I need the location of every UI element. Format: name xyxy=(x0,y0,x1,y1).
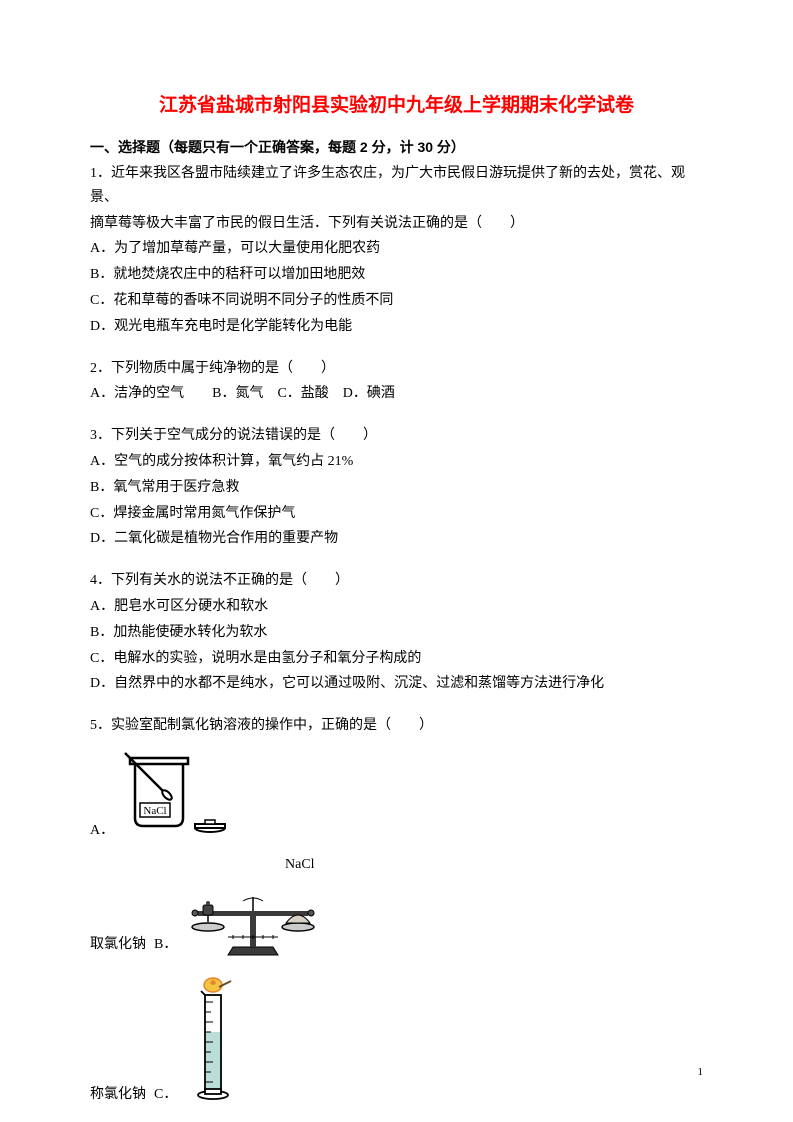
page-number: 1 xyxy=(698,1063,704,1082)
q3-option-a: A．空气的成分按体积计算，氧气约占 21% xyxy=(90,450,703,474)
q5-fig-a-row: A． NaCl xyxy=(90,748,703,843)
q2-stem: 2．下列物质中属于纯净物的是（ ） xyxy=(90,357,703,381)
q5-fig-b-row: 取氯化钠 B． xyxy=(90,887,703,957)
q5-stem: 5．实验室配制氯化钠溶液的操作中，正确的是（ ） xyxy=(90,714,703,738)
question-2: 2．下列物质中属于纯净物的是（ ） A．洁净的空气 B．氮气 C．盐酸 D．碘酒 xyxy=(90,357,703,407)
bottle-spoon-icon: NaCl xyxy=(120,748,230,843)
exam-title: 江苏省盐城市射阳县实验初中九年级上学期期末化学试卷 xyxy=(90,90,703,122)
nacl-balance-label: NaCl xyxy=(285,853,703,877)
question-5: 5．实验室配制氯化钠溶液的操作中，正确的是（ ） A． NaCl NaCl 取氯… xyxy=(90,714,703,1107)
q1-stem-line2: 摘草莓等极大丰富了市民的假日生活．下列有关说法正确的是（ ） xyxy=(90,212,703,236)
q2-options: A．洁净的空气 B．氮气 C．盐酸 D．碘酒 xyxy=(90,382,703,406)
q1-option-b: B．就地焚烧农庄中的秸秆可以增加田地肥效 xyxy=(90,263,703,287)
question-1: 1．近年来我区各盟市陆续建立了许多生态农庄，为广大市民假日游玩提供了新的去处，赏… xyxy=(90,162,703,339)
nacl-label: NaCl xyxy=(144,805,167,817)
q3-option-c: C．焊接金属时常用氮气作保护气 xyxy=(90,502,703,526)
q5-label-a: 取氯化钠 xyxy=(90,933,146,957)
question-4: 4．下列有关水的说法不正确的是（ ） A．肥皂水可区分硬水和软水 B．加热能使硬… xyxy=(90,569,703,696)
q5-opt-b-letter: B． xyxy=(154,933,177,957)
q4-option-c: C．电解水的实验，说明水是由氢分子和氧分子构成的 xyxy=(90,647,703,671)
q3-stem: 3．下列关于空气成分的说法错误的是（ ） xyxy=(90,424,703,448)
q1-option-a: A．为了增加草莓产量，可以大量使用化肥农药 xyxy=(90,237,703,261)
graduated-cylinder-icon xyxy=(183,977,243,1107)
q4-option-d: D．自然界中的水都不是纯水，它可以通过吸附、沉淀、过滤和蒸馏等方法进行净化 xyxy=(90,672,703,696)
q4-option-b: B．加热能使硬水转化为软水 xyxy=(90,621,703,645)
q4-option-a: A．肥皂水可区分硬水和软水 xyxy=(90,595,703,619)
q1-option-c: C．花和草莓的香味不同说明不同分子的性质不同 xyxy=(90,289,703,313)
balance-scale-icon xyxy=(183,887,323,957)
q4-stem: 4．下列有关水的说法不正确的是（ ） xyxy=(90,569,703,593)
q1-option-d: D．观光电瓶车充电时是化学能转化为电能 xyxy=(90,315,703,339)
question-3: 3．下列关于空气成分的说法错误的是（ ） A．空气的成分按体积计算，氧气约占 2… xyxy=(90,424,703,551)
q3-option-b: B．氧气常用于医疗急救 xyxy=(90,476,703,500)
q3-option-d: D．二氧化碳是植物光合作用的重要产物 xyxy=(90,527,703,551)
q5-opt-c-letter: C． xyxy=(154,1083,177,1107)
q5-fig-c-row: 称氯化钠 C． xyxy=(90,977,703,1107)
q1-stem-line1: 1．近年来我区各盟市陆续建立了许多生态农庄，为广大市民假日游玩提供了新的去处，赏… xyxy=(90,162,703,210)
q5-opt-a-letter: A． xyxy=(90,819,114,843)
section-1-header: 一、选择题（每题只有一个正确答案，每题 2 分，计 30 分） xyxy=(90,136,703,160)
q5-label-b: 称氯化钠 xyxy=(90,1083,146,1107)
